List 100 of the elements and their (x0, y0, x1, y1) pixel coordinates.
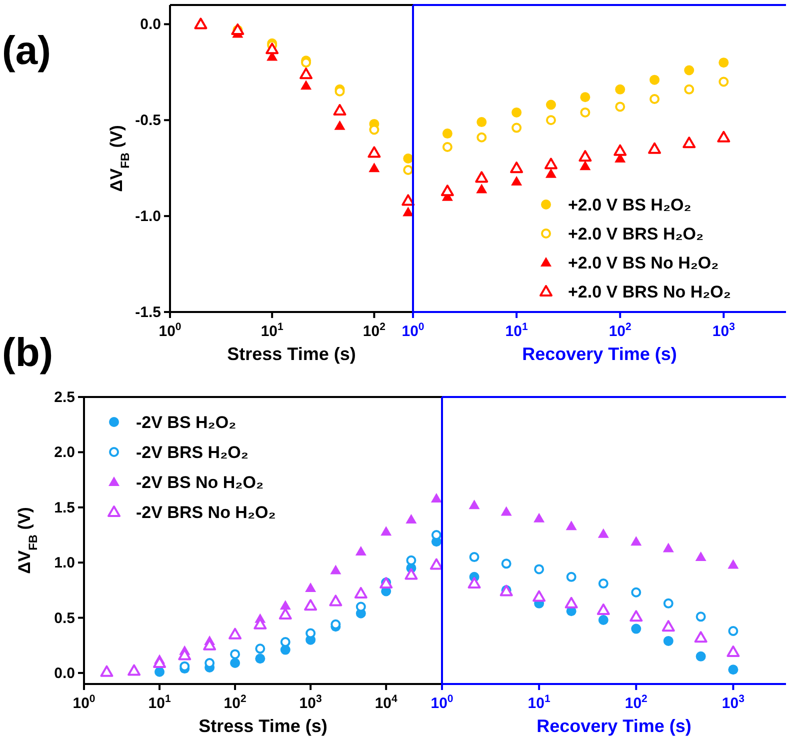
point (696, 612, 706, 622)
point (333, 104, 346, 116)
point (695, 552, 706, 562)
point (598, 528, 609, 538)
point (728, 664, 738, 675)
point (354, 586, 368, 598)
point (545, 168, 556, 178)
point (511, 176, 522, 186)
y-tick-label: 2.0 (54, 444, 75, 462)
point (598, 578, 608, 589)
x-tick-label: 10$^{3}$ (712, 321, 736, 340)
point (404, 568, 418, 580)
x-tick-label: 10$^{2}$ (624, 693, 648, 712)
x-tick-label: 10$^{0}$ (72, 693, 96, 712)
point (475, 171, 488, 183)
point (564, 596, 578, 608)
point (329, 594, 342, 606)
point (682, 136, 696, 148)
point (230, 658, 240, 668)
point (368, 146, 381, 158)
x-tick-label: 10$^{1}$ (528, 693, 550, 712)
point (566, 520, 577, 530)
x-axis-title: Stress Time (s) (198, 716, 328, 736)
point (728, 559, 739, 569)
point (630, 536, 642, 546)
point (614, 144, 627, 156)
point (580, 107, 590, 118)
point (580, 92, 590, 102)
text: (b) (2, 331, 54, 375)
point (230, 649, 240, 660)
x-axis-title: Recovery Time (s) (522, 344, 677, 364)
x-tick-label: 10$^{3}$ (299, 693, 322, 712)
point (368, 162, 380, 172)
x-axis-title: Recovery Time (s) (536, 716, 692, 736)
point (510, 162, 524, 174)
point (726, 645, 740, 657)
point (406, 514, 417, 524)
y-tick-label: 1.0 (54, 554, 75, 572)
y-tick-label: 0.0 (54, 664, 75, 682)
point (402, 194, 415, 206)
point (255, 644, 266, 654)
point (334, 120, 346, 130)
x-tick-label: 10$^{1}$ (148, 693, 171, 712)
point (330, 564, 342, 574)
point (306, 628, 316, 638)
point (501, 558, 512, 569)
legend-label: +2.0 V BRS No H₂O₂ (568, 282, 731, 302)
point (544, 158, 558, 170)
point (403, 165, 414, 176)
legend-label: -2V BS H₂O₂ (136, 413, 236, 432)
legend-label: +2.0 V BRS H₂O₂ (568, 224, 704, 244)
point (663, 598, 674, 608)
point (630, 610, 643, 622)
point (512, 122, 522, 133)
point (684, 84, 694, 94)
point (406, 555, 416, 566)
legend-label: +2.0 V BS No H₂O₂ (568, 254, 719, 272)
point (631, 587, 642, 598)
x-tick-label: 10$^{1}$ (505, 321, 528, 340)
point (300, 68, 313, 80)
point (580, 160, 591, 170)
x-tick-label: 10$^{2}$ (608, 321, 632, 340)
x-tick-label: 10$^{0}$ (402, 321, 424, 340)
y-tick-label: 0.0 (140, 16, 161, 34)
point (662, 542, 674, 552)
point (663, 636, 674, 646)
x-tick-label: 10$^{1}$ (260, 321, 284, 340)
point (648, 142, 662, 154)
point (442, 128, 452, 139)
point (469, 552, 480, 562)
point (615, 84, 626, 94)
x-tick-label: 10$^{2}$ (362, 321, 386, 340)
point (650, 94, 660, 104)
legend-label: +2.0 V BS H₂O₂ (568, 196, 692, 214)
point (534, 512, 545, 522)
y-tick-label: -1.0 (135, 208, 161, 226)
point (500, 506, 512, 516)
point (403, 154, 414, 164)
y-tick-label: -0.5 (135, 112, 161, 130)
point (532, 590, 546, 602)
point (440, 184, 454, 196)
point (476, 132, 487, 142)
point (728, 626, 738, 636)
point (566, 572, 576, 582)
x-tick-label: 10$^{4}$ (374, 693, 398, 712)
y-tick-label: -1.5 (135, 304, 161, 321)
point (355, 546, 366, 556)
point (356, 602, 366, 612)
y-tick-label: 2.5 (54, 389, 75, 406)
point (662, 620, 675, 632)
point (468, 500, 480, 510)
point (718, 76, 729, 87)
point (280, 600, 291, 610)
point (228, 628, 242, 640)
point (615, 102, 626, 112)
point (596, 604, 610, 616)
point (546, 100, 556, 110)
legend-label: -2V BRS No H₂O₂ (136, 503, 276, 522)
point (442, 142, 452, 152)
point (280, 637, 290, 648)
